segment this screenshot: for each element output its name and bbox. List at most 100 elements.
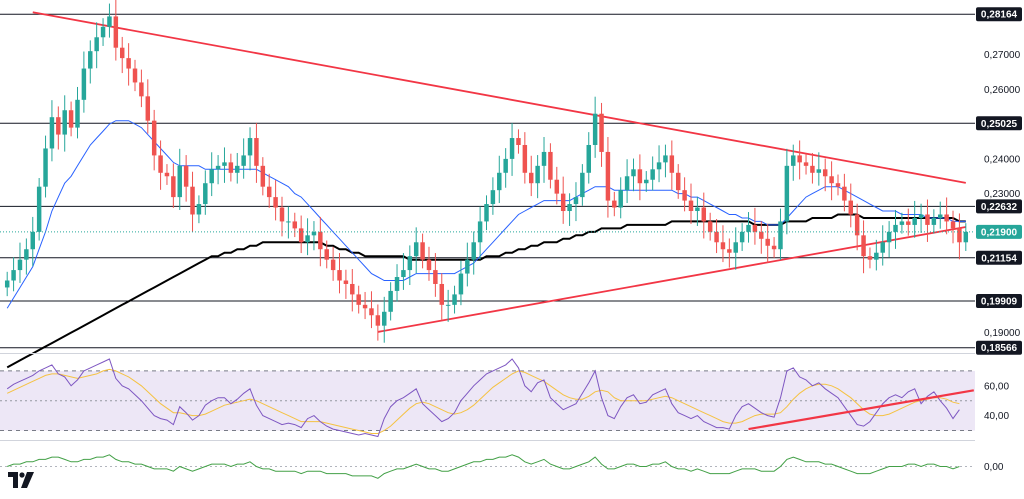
candle-body	[17, 259, 23, 271]
candle-body	[560, 193, 566, 212]
candle-body	[100, 26, 106, 38]
candle	[938, 201, 943, 229]
candle-body	[318, 231, 323, 250]
candle	[752, 207, 758, 245]
candle-body	[727, 249, 732, 253]
price-tick-label: 0,27000	[984, 50, 1021, 61]
candle-body	[528, 172, 534, 184]
candle	[68, 101, 74, 137]
candle	[369, 291, 374, 329]
candle	[535, 155, 540, 199]
candle-body	[445, 304, 451, 306]
candle	[669, 140, 675, 190]
candle-body	[68, 110, 74, 128]
candle-body	[11, 270, 16, 281]
candle-body	[912, 217, 917, 225]
candle-body	[471, 242, 476, 260]
candle	[816, 152, 822, 186]
candle-body	[554, 179, 560, 194]
candle-body	[886, 231, 892, 243]
current-price-tag-background	[976, 224, 1022, 239]
candle	[765, 223, 770, 263]
price-tick-label: 0,24000	[984, 154, 1021, 165]
candle-body	[119, 47, 125, 59]
candle	[413, 227, 419, 274]
candle-body	[196, 204, 202, 215]
candle	[548, 143, 553, 189]
candle-body	[458, 273, 464, 295]
candle-body	[810, 165, 815, 173]
candle	[810, 152, 815, 184]
candle-body	[439, 283, 445, 305]
candle	[330, 246, 336, 281]
oscillator-axis: 0,00	[984, 462, 1004, 473]
candle-body	[816, 169, 822, 173]
candle	[292, 212, 298, 238]
candle-body	[848, 200, 854, 215]
candle-body	[254, 138, 259, 166]
candle	[433, 253, 438, 297]
candle	[196, 195, 202, 224]
candle	[318, 216, 323, 267]
candle	[426, 246, 432, 281]
candle	[727, 238, 732, 268]
candle	[867, 247, 873, 269]
candle-body	[203, 183, 208, 205]
candle	[100, 18, 106, 46]
level-tag-label: 0,19909	[981, 297, 1018, 308]
candle	[707, 212, 713, 241]
candle-body	[183, 165, 189, 187]
candle-body	[177, 165, 182, 198]
candle	[573, 182, 579, 222]
candle-body	[548, 151, 553, 180]
price-tick-label: 0,26000	[984, 85, 1021, 96]
candle	[592, 96, 598, 158]
candle-body	[854, 214, 860, 236]
candle	[49, 100, 55, 162]
candle	[17, 242, 23, 283]
candle	[254, 123, 259, 183]
candle-body	[650, 169, 655, 180]
candle-body	[311, 231, 317, 236]
candle	[912, 200, 917, 238]
candle-body	[337, 270, 342, 281]
oscillator-tick-label: 0,00	[984, 462, 1004, 473]
candle	[516, 129, 521, 154]
candle-body	[906, 221, 911, 225]
candle	[228, 153, 234, 182]
candle	[675, 164, 681, 199]
candle-body	[171, 176, 176, 198]
candle-body	[944, 214, 949, 222]
candle	[797, 140, 802, 180]
candle	[43, 135, 48, 198]
level-tag: 0,18566	[976, 340, 1022, 355]
candle-body	[266, 186, 272, 198]
candle	[177, 148, 182, 210]
candle	[963, 223, 969, 251]
candle	[560, 176, 566, 224]
candle	[401, 253, 406, 290]
candle	[458, 260, 464, 306]
candle	[695, 196, 700, 226]
candle	[241, 138, 246, 179]
candle-body	[88, 51, 93, 69]
candle	[720, 225, 726, 263]
candle-body	[279, 207, 285, 222]
candle-body	[791, 155, 796, 166]
candle	[656, 145, 662, 183]
rsi-line	[6, 358, 960, 438]
candle	[835, 174, 841, 196]
candle-body	[94, 37, 99, 52]
candle-body	[356, 294, 361, 305]
candle	[382, 296, 387, 343]
candle-body	[330, 259, 336, 271]
candle-body	[126, 58, 131, 69]
candle	[950, 210, 956, 244]
candle	[420, 233, 425, 269]
candle-body	[720, 242, 726, 250]
candle	[56, 106, 61, 150]
candle	[88, 40, 93, 84]
candle	[541, 136, 547, 183]
candle-body	[465, 259, 470, 274]
